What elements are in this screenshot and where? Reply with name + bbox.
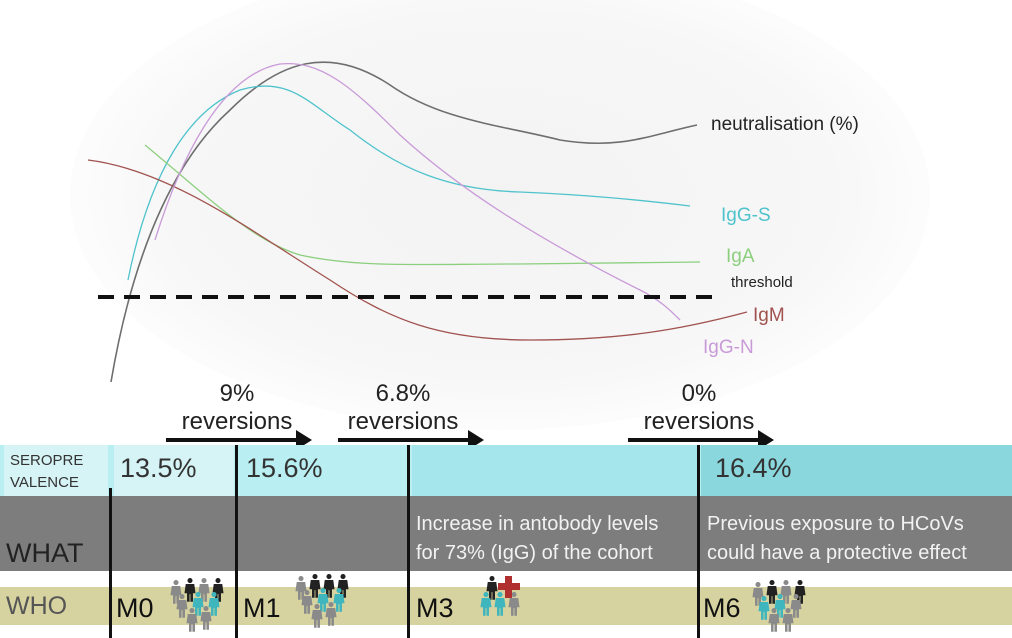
person-icon [208,592,220,616]
person-icon [494,592,506,616]
person-icon [752,582,764,606]
what-m3-text: Increase in antobody levels for 73% (IgG… [416,513,659,564]
person-icon [480,592,492,616]
month-m3: M3 [416,593,454,623]
igg-n-label: IgG-N [703,337,754,358]
person-icon [758,596,770,620]
seroprevalence-m1-cell: 15.6% [240,445,408,496]
iga-label: IgA [726,246,755,267]
person-icon [508,592,520,616]
person-icon [782,608,794,632]
arrow-right-icon [338,430,484,450]
what-m6-text: Previous exposure to HCoVs could have a … [707,513,967,564]
person-icon [774,594,786,618]
person-icon [317,588,329,612]
timeline-m0-line [109,488,112,638]
reversion-m1-m3: 6.8% reversions [313,380,493,436]
antibody-curves [87,61,748,383]
person-icon [780,580,792,604]
person-icon [486,576,498,600]
neutralisation-label: neutralisation (%) [711,114,859,135]
what-label: WHAT [6,538,84,568]
person-icon [337,574,349,598]
seroprevalence-row: SEROPRE VALENCE 13.5% 15.6% 16.4% [0,445,1012,496]
month-m0: M0 [116,593,154,623]
person-icon [768,608,780,632]
reversion-pct: 9% [219,380,255,407]
reversion-pct: 0% [681,380,717,407]
person-icon [790,594,802,618]
person-icon [170,580,182,604]
person-icon [192,592,204,616]
igm-label: IgM [753,305,785,326]
month-m6: M6 [703,593,741,623]
person-icon [295,576,307,600]
person-icon [311,604,323,628]
person-icon [198,578,210,602]
seroprevalence-m6-cell: 16.4% [701,445,1012,496]
person-icon [766,580,778,604]
person-icon [212,578,224,602]
person-icon [184,578,196,602]
igg-s-curve [127,85,691,281]
reversion-m0-m1: 9% reversions [147,380,327,436]
red-cross-icon [498,576,520,598]
reversion-pct: 6.8% [375,380,431,407]
timeline-m6-line [697,445,700,638]
people-group-icon [295,574,349,628]
person-icon [301,590,313,614]
seroprevalence-m1-value: 15.6% [246,453,323,483]
seroprevalence-m3-cell [412,445,697,496]
people-group-icon [170,578,224,632]
neutralisation-curve [110,61,698,383]
person-icon [176,594,188,618]
people-group-icon [480,576,520,616]
person-icon [325,602,337,626]
person-icon [309,574,321,598]
person-icon [333,588,345,612]
seroprevalence-m0-cell: 13.5% [114,445,234,496]
person-icon [200,606,212,630]
timeline-m1-line [235,445,238,638]
arrow-right-icon [628,430,774,450]
iga-curve [144,144,701,266]
what-row: WHAT Increase in antobody levels for 73%… [0,496,1012,571]
person-icon [794,580,806,604]
seroprevalence-label: SEROPRE VALENCE [10,452,84,491]
seroprevalence-m6-value: 16.4% [715,453,792,483]
person-icon [186,608,198,632]
people-group-icon [752,580,806,632]
arrow-right-icon [166,430,312,450]
igg-n-curve [154,62,681,321]
seroprevalence-m0-value: 13.5% [120,453,197,483]
person-icon [323,574,335,598]
reversion-m3-m6: 0% reversions [609,380,789,436]
reversion-label: reversions [643,408,755,435]
seroprevalence-label-cell: SEROPRE VALENCE [4,445,108,496]
threshold-label: threshold [731,274,793,291]
timeline-m3-line [407,445,410,638]
reversion-label: reversions [181,408,293,435]
igm-curve [87,159,748,341]
background-glow [70,0,930,430]
month-m1: M1 [243,593,281,623]
reversion-label: reversions [347,408,459,435]
who-label: WHO [6,592,68,620]
igg-s-label: IgG-S [721,205,771,226]
